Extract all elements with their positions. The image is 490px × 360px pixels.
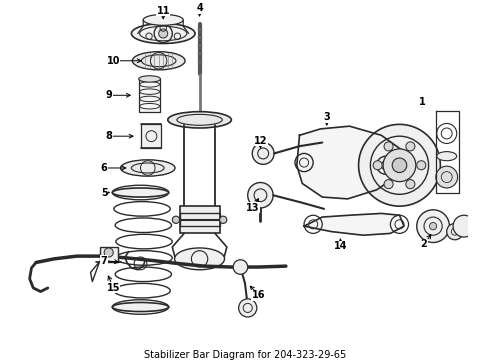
Circle shape: [239, 299, 257, 317]
Text: 16: 16: [252, 290, 266, 300]
Text: Stabilizer Bar Diagram for 204-323-29-65: Stabilizer Bar Diagram for 204-323-29-65: [144, 350, 346, 360]
Circle shape: [406, 180, 415, 189]
Polygon shape: [297, 126, 404, 199]
Circle shape: [416, 161, 426, 170]
Circle shape: [104, 248, 113, 257]
Text: 15: 15: [106, 283, 120, 293]
Circle shape: [252, 143, 274, 165]
Text: 11: 11: [156, 6, 170, 16]
Circle shape: [359, 124, 441, 206]
Circle shape: [384, 180, 393, 189]
Ellipse shape: [168, 112, 231, 128]
Text: 9: 9: [105, 90, 112, 100]
Circle shape: [220, 216, 227, 224]
Circle shape: [172, 216, 179, 224]
Bar: [142, 124, 161, 148]
Circle shape: [373, 161, 382, 170]
Circle shape: [233, 260, 248, 274]
Text: 2: 2: [420, 239, 427, 249]
Circle shape: [453, 215, 475, 237]
Circle shape: [383, 149, 416, 181]
Text: 6: 6: [101, 163, 107, 173]
Bar: [139, 79, 161, 112]
Text: 10: 10: [106, 56, 120, 66]
Ellipse shape: [112, 188, 169, 197]
Circle shape: [429, 222, 437, 230]
Text: 7: 7: [101, 256, 107, 266]
Text: 12: 12: [254, 136, 267, 146]
Circle shape: [447, 224, 463, 240]
Ellipse shape: [174, 248, 224, 270]
Ellipse shape: [131, 23, 195, 44]
Polygon shape: [304, 213, 404, 235]
Ellipse shape: [437, 152, 457, 161]
Ellipse shape: [143, 14, 183, 25]
Text: 5: 5: [101, 188, 107, 198]
Circle shape: [248, 183, 273, 208]
Circle shape: [416, 210, 449, 243]
Text: 1: 1: [419, 96, 426, 107]
Circle shape: [384, 142, 393, 151]
Bar: [179, 206, 220, 233]
Circle shape: [392, 158, 407, 172]
Bar: [179, 213, 220, 226]
Ellipse shape: [139, 76, 161, 82]
Ellipse shape: [112, 302, 169, 311]
Ellipse shape: [132, 52, 185, 70]
Ellipse shape: [121, 160, 175, 176]
Text: 8: 8: [105, 131, 112, 141]
Text: 3: 3: [323, 112, 330, 122]
Text: 4: 4: [196, 3, 203, 13]
Circle shape: [406, 142, 415, 151]
Bar: [99, 247, 118, 262]
Circle shape: [436, 166, 458, 188]
Text: 13: 13: [246, 203, 260, 213]
Text: 14: 14: [334, 241, 347, 251]
Circle shape: [159, 29, 168, 38]
